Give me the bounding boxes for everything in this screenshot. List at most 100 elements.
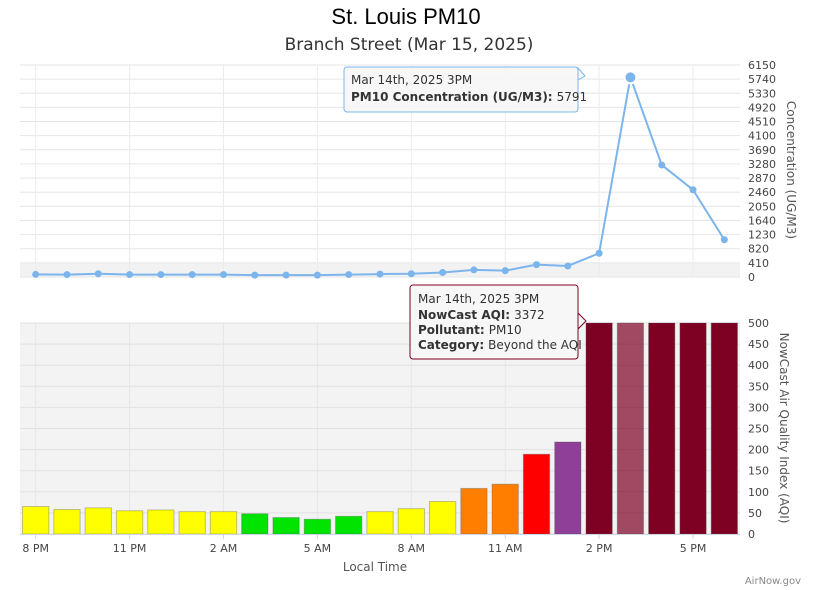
aqi-bar[interactable] [648, 322, 676, 535]
aqi-bar[interactable] [115, 510, 144, 535]
aqi-tooltip-pointer [577, 311, 587, 331]
aqi-tick-label: 100 [748, 486, 769, 499]
aqi-tick-label: 350 [748, 380, 769, 393]
aqi-bar[interactable] [335, 515, 363, 535]
concentration-point[interactable] [251, 271, 259, 279]
concentration-point[interactable] [282, 271, 290, 279]
aqi-bar[interactable] [147, 509, 175, 535]
concentration-point[interactable] [126, 271, 134, 279]
aqi-tooltip-time: Mar 14th, 2025 3PM [418, 292, 539, 306]
concentration-tick-label: 0 [748, 271, 755, 284]
credit-label[interactable]: AirNow.gov [745, 576, 801, 587]
concentration-point[interactable] [32, 270, 40, 278]
concentration-point[interactable] [313, 271, 321, 279]
concentration-point[interactable] [407, 270, 415, 278]
concentration-point[interactable] [188, 271, 196, 279]
aqi-tick-label: 400 [748, 359, 769, 372]
concentration-tick-label: 2460 [748, 186, 776, 199]
concentration-tick-label: 3690 [748, 144, 776, 157]
x-tick-label: 11 PM [113, 542, 147, 555]
concentration-tooltip-label: PM10 Concentration (UG/M3): [351, 90, 553, 104]
aqi-bar[interactable] [84, 507, 112, 535]
concentration-point[interactable] [470, 266, 478, 274]
concentration-tick-label: 2050 [748, 200, 776, 213]
concentration-point[interactable] [501, 267, 509, 275]
aqi-tooltip-category-line: Category: Beyond the AQI [418, 338, 582, 352]
concentration-tick-label: 4100 [748, 130, 776, 143]
concentration-tooltip-pointer [577, 66, 586, 81]
aqi-bar[interactable] [460, 487, 488, 535]
concentration-point[interactable] [345, 271, 353, 279]
concentration-point[interactable] [595, 249, 603, 257]
aqi-tooltip-aqi-value: 3372 [514, 308, 545, 322]
aqi-tick-label: 250 [748, 423, 769, 436]
aqi-tick-label: 300 [748, 401, 769, 414]
x-tick-label: 5 AM [304, 542, 332, 555]
aqi-tooltip: Mar 14th, 2025 3PM NowCast AQI: 3372 Poll… [409, 284, 587, 360]
aqi-tick-label: 450 [748, 338, 769, 351]
aqi-tooltip-aqi-label: NowCast AQI: [418, 308, 510, 322]
x-tick-label: 2 AM [210, 542, 238, 555]
aqi-tick-label: 150 [748, 465, 769, 478]
aqi-bar[interactable] [710, 322, 739, 535]
aqi-bar[interactable] [22, 506, 50, 535]
aqi-bar[interactable] [522, 453, 551, 535]
concentration-tick-label: 1640 [748, 214, 776, 227]
concentration-tooltip-value: 5791 [557, 90, 588, 104]
concentration-point[interactable] [720, 236, 728, 244]
aqi-bar[interactable] [366, 511, 394, 535]
aqi-bar[interactable] [209, 511, 238, 535]
chart-title: St. Louis PM10 [331, 4, 480, 29]
concentration-point[interactable] [94, 270, 102, 278]
aqi-bar[interactable] [53, 509, 81, 535]
aqi-tooltip-category-label: Category: [418, 338, 484, 352]
concentration-tooltip-line: PM10 Concentration (UG/M3): 5791 [351, 90, 587, 104]
concentration-tick-label: 5740 [748, 73, 776, 86]
chart-subtitle: Branch Street (Mar 15, 2025) [285, 35, 534, 55]
x-tick-label: 2 PM [586, 542, 613, 555]
concentration-point[interactable] [219, 271, 227, 279]
concentration-tooltip-time: Mar 14th, 2025 3PM [351, 73, 472, 87]
x-axis-title: Local Time [343, 560, 407, 574]
concentration-point[interactable] [564, 262, 572, 270]
aqi-bar-hovered[interactable] [616, 322, 645, 535]
aqi-bar[interactable] [303, 518, 332, 535]
aqi-bar[interactable] [585, 322, 613, 535]
aqi-tooltip-pollutant-label: Pollutant: [418, 323, 485, 337]
concentration-tooltip-box [343, 66, 579, 113]
concentration-point[interactable] [689, 186, 697, 194]
concentration-point[interactable] [533, 261, 541, 269]
x-tick-label: 8 AM [398, 542, 426, 555]
aqi-bar[interactable] [428, 501, 457, 535]
concentration-point[interactable] [376, 270, 384, 278]
aqi-bar[interactable] [679, 322, 707, 535]
x-tick-label: 11 AM [488, 542, 523, 555]
aqi-bar[interactable] [178, 511, 206, 535]
aqi-bar[interactable] [554, 441, 582, 535]
concentration-point[interactable] [439, 269, 447, 277]
concentration-tick-label: 820 [748, 243, 769, 256]
aqi-bar[interactable] [241, 513, 269, 535]
aqi-tick-label: 500 [748, 317, 769, 330]
concentration-tick-label: 410 [748, 257, 769, 270]
aqi-tooltip-aqi-line: NowCast AQI: 3372 [418, 308, 545, 322]
concentration-axis-title: Concentration (UG/M3) [784, 101, 798, 239]
concentration-point[interactable] [658, 161, 666, 169]
aqi-panel: 0 50 100 150 200 250 300 350 400 450 500 8 PM 11 PM 2… [20, 317, 769, 555]
concentration-tick-label: 2870 [748, 172, 776, 185]
concentration-point-hovered[interactable] [623, 70, 638, 85]
x-tick-label: 5 PM [680, 542, 707, 555]
aqi-tooltip-pollutant-line: Pollutant: PM10 [418, 323, 522, 337]
concentration-point[interactable] [157, 271, 165, 279]
aqi-tooltip-pollutant-value: PM10 [489, 323, 522, 337]
aqi-bar[interactable] [272, 517, 300, 535]
aqi-tick-label: 0 [748, 528, 755, 541]
aqi-tick-label: 50 [748, 507, 762, 520]
concentration-point[interactable] [63, 271, 71, 279]
aqi-axis-title: NowCast Air Quality Index (AQI) [777, 333, 791, 524]
concentration-tick-label: 4510 [748, 116, 776, 129]
aqi-bar[interactable] [397, 508, 425, 535]
aqi-bar[interactable] [491, 483, 519, 535]
concentration-tooltip: Mar 14th, 2025 3PM PM10 Concentration (U… [343, 66, 587, 113]
